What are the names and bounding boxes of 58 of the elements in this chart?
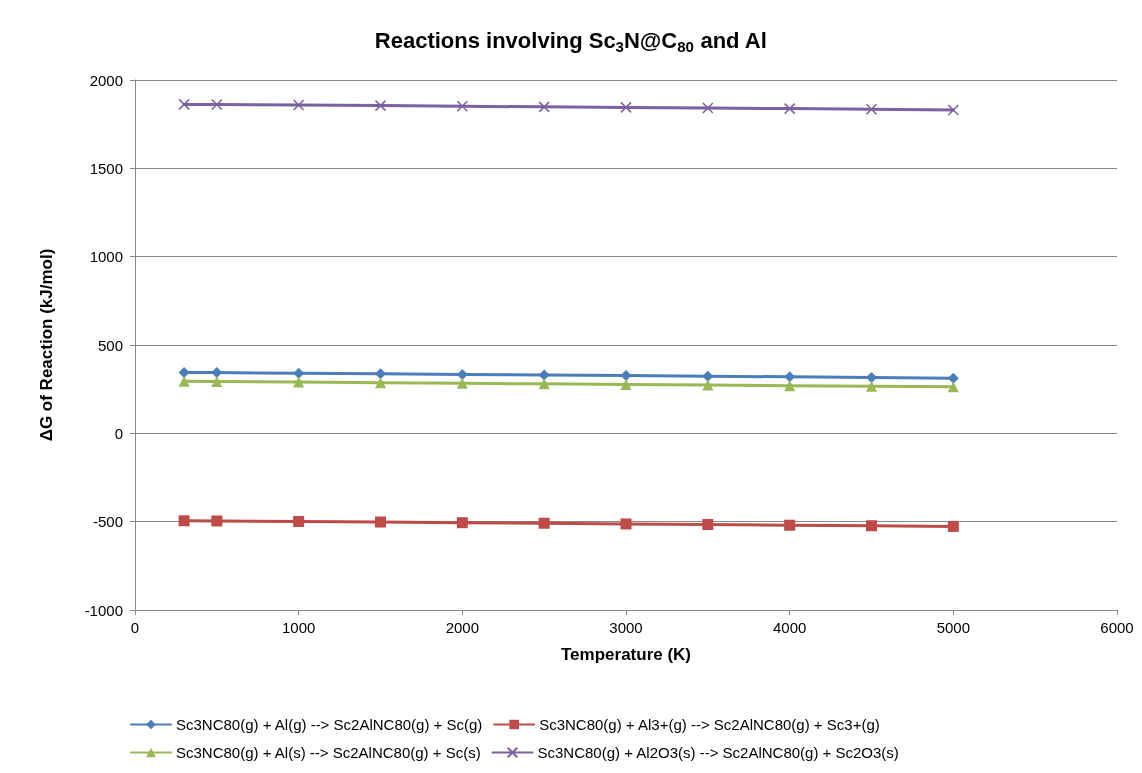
point	[293, 515, 305, 527]
y-tick-label: -500	[92, 513, 123, 531]
x-tick-label: 2000	[445, 619, 480, 636]
point	[538, 101, 550, 113]
x-tick-label: 1000	[281, 619, 316, 636]
point	[947, 520, 959, 532]
x-tick-label: 0	[130, 619, 140, 636]
point	[620, 379, 632, 391]
x-tick-label: 5000	[936, 619, 971, 636]
y-tick-label: 2000	[89, 71, 123, 89]
y-tick-label: 0	[114, 424, 123, 442]
point	[947, 104, 960, 116]
point	[374, 99, 387, 112]
x-tick-label: 6000	[1100, 619, 1134, 636]
point	[293, 376, 305, 388]
point	[456, 100, 469, 113]
point	[456, 377, 468, 389]
legend-label: Sc3NC80(g) + Al(g) --> Sc2AlNC80(g) + Sc(g)	[176, 716, 483, 733]
point	[292, 99, 305, 111]
point	[947, 372, 959, 384]
point	[620, 101, 632, 114]
point	[211, 375, 223, 387]
y-tick-label: -1000	[84, 601, 123, 619]
point	[783, 102, 796, 115]
y-tick-label: 500	[97, 336, 123, 354]
y-tick-label: 1000	[89, 248, 123, 266]
point	[375, 368, 386, 380]
x-tick-label: 4000	[772, 619, 807, 636]
point	[375, 516, 386, 528]
point	[784, 519, 796, 531]
y-axis-title: ΔG of Reaction (kJ/mol)	[37, 248, 56, 442]
point	[211, 98, 223, 111]
point	[211, 515, 223, 527]
legend-label: Sc3NC80(g) + Al2O3(s) --> Sc2AlNC80(g) + Sc2O3(s)	[537, 744, 899, 761]
point	[784, 371, 796, 383]
x-axis-title: Temperature (K)	[560, 645, 692, 664]
point	[702, 518, 714, 530]
legend-label: Sc3NC80(g) + Al3+(g) --> Sc2AlNC80(g) + Sc3+(g)	[539, 716, 880, 733]
point	[456, 517, 468, 529]
point	[866, 380, 877, 392]
point	[620, 518, 632, 530]
point	[375, 377, 386, 389]
point	[865, 103, 878, 116]
point	[866, 520, 877, 532]
point	[947, 381, 959, 393]
point	[702, 370, 714, 382]
point	[538, 517, 550, 529]
point	[178, 98, 190, 111]
legend-label: Sc3NC80(g) + Al(s) --> Sc2AlNC80(g) + Sc(s)	[176, 744, 481, 761]
point	[178, 375, 190, 387]
point	[702, 102, 714, 114]
point	[702, 379, 714, 391]
point	[178, 515, 190, 527]
point	[784, 380, 796, 392]
point	[866, 372, 877, 384]
point	[538, 378, 550, 390]
y-tick-label: 1500	[89, 159, 123, 177]
x-tick-label: 3000	[609, 619, 643, 636]
